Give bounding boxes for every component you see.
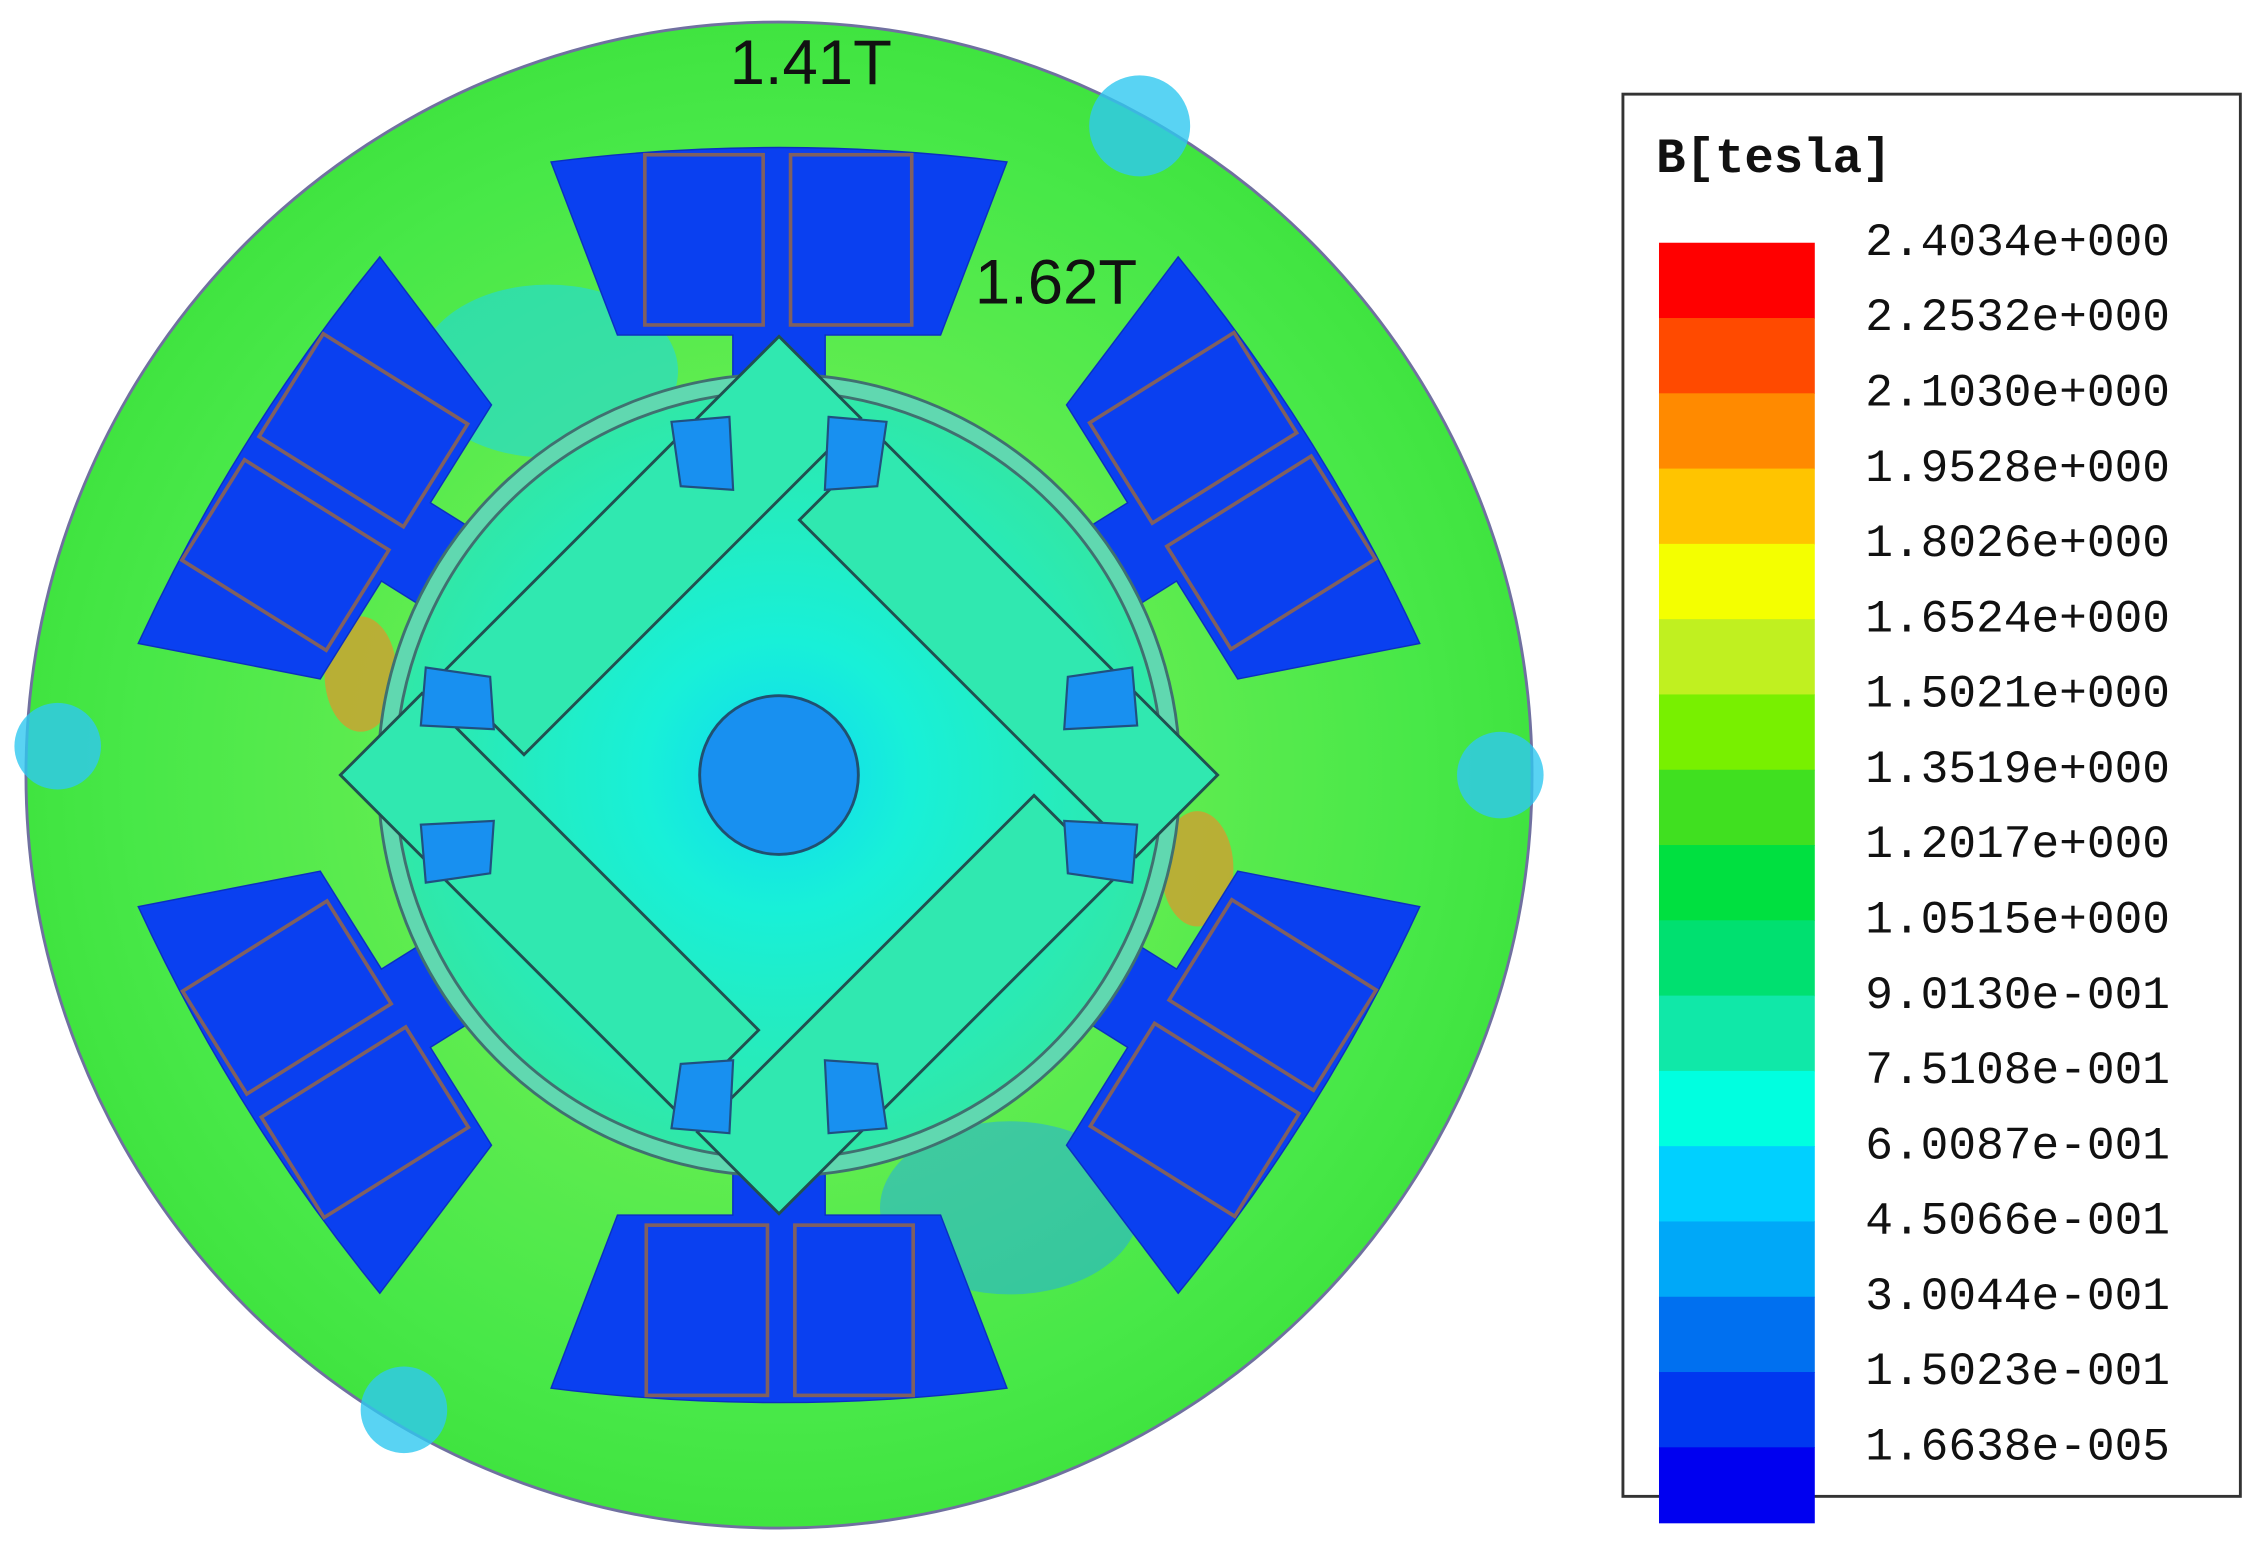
legend-label: 3.0044e-001 (1865, 1271, 2170, 1323)
legend-label: 2.1030e+000 (1865, 367, 2170, 419)
shaft (698, 694, 860, 856)
legend-swatch (1658, 468, 1815, 545)
legend-label: 1.5021e+000 (1865, 669, 2170, 721)
coil (256, 331, 471, 530)
high-field-spot (324, 616, 397, 732)
legend-swatch (1658, 393, 1815, 470)
legend-swatch (1658, 619, 1815, 696)
coil (643, 152, 765, 327)
slot (1065, 870, 1421, 1295)
legend-label: 2.4034e+000 (1865, 217, 2170, 269)
coil (793, 1223, 915, 1398)
legend-swatch (1658, 845, 1815, 922)
slot (550, 1166, 1008, 1404)
slot (1065, 255, 1421, 680)
flux-barrier (670, 1059, 735, 1135)
slot-body (137, 255, 493, 680)
legend-label: 1.8026e+000 (1865, 518, 2170, 570)
legend-swatch (1658, 1221, 1815, 1298)
legend-swatch (1658, 543, 1815, 620)
legend-label: 1.2017e+000 (1865, 819, 2170, 871)
coil (788, 152, 914, 327)
low-field-spot (1089, 75, 1191, 177)
legend-title: B[tesla] (1656, 131, 1891, 187)
flux-barrier (419, 819, 495, 884)
legend-label: 1.3519e+000 (1865, 744, 2170, 796)
coil (644, 1223, 770, 1398)
coil (1087, 330, 1300, 526)
legend-swatch (1658, 1372, 1815, 1449)
low-field-spot (14, 702, 101, 790)
legend-swatch (1658, 995, 1815, 1072)
legend-label: 1.5023e-001 (1865, 1346, 2170, 1398)
slot (137, 255, 493, 680)
motor (14, 20, 1544, 1530)
legend-label: 1.6524e+000 (1865, 593, 2170, 645)
slot-body (1065, 870, 1421, 1295)
flux-barrier (1063, 666, 1139, 731)
legend-label: 4.5066e-001 (1865, 1196, 2170, 1248)
flux-barrier (419, 666, 495, 731)
legend-label: 9.0130e-001 (1865, 970, 2170, 1022)
flux-barrier (670, 415, 735, 492)
legend-swatch (1658, 1070, 1815, 1147)
slot (550, 146, 1008, 384)
legend-swatch (1658, 769, 1815, 846)
high-field-spot (1161, 811, 1234, 927)
legend-label: 2.2532e+000 (1865, 292, 2170, 344)
flux-barrier (823, 415, 888, 492)
legend-label: 1.0515e+000 (1865, 894, 2170, 946)
legend-label: 7.5108e-001 (1865, 1045, 2170, 1097)
coil (1164, 453, 1378, 652)
legend-label: 1.9528e+000 (1865, 443, 2170, 495)
low-field-spot (360, 1366, 448, 1454)
coil (1166, 897, 1379, 1093)
coil (179, 457, 392, 653)
coil (180, 898, 394, 1097)
legend-swatch (1658, 920, 1815, 997)
annotation: 1.41T (730, 28, 892, 98)
legend-label: 6.0087e-001 (1865, 1120, 2170, 1172)
low-field-spot (1457, 731, 1544, 819)
legend-swatch (1658, 1447, 1815, 1524)
coil (258, 1024, 471, 1221)
legend: B[tesla] 2.4034e+000 2.2532e+000 2.1030e+0… (1621, 92, 2242, 1524)
coil (1087, 1020, 1302, 1219)
annotation: 1.62T (975, 247, 1137, 317)
legend-swatch (1658, 242, 1815, 319)
legend-swatch (1658, 1146, 1815, 1223)
legend-swatch (1658, 318, 1815, 395)
slot (137, 870, 493, 1295)
legend-swatch (1658, 694, 1815, 771)
flux-barrier (1063, 819, 1139, 884)
legend-label: 1.6638e-005 (1865, 1421, 2170, 1473)
flux-barrier (823, 1059, 888, 1135)
legend-swatch (1658, 1296, 1815, 1373)
